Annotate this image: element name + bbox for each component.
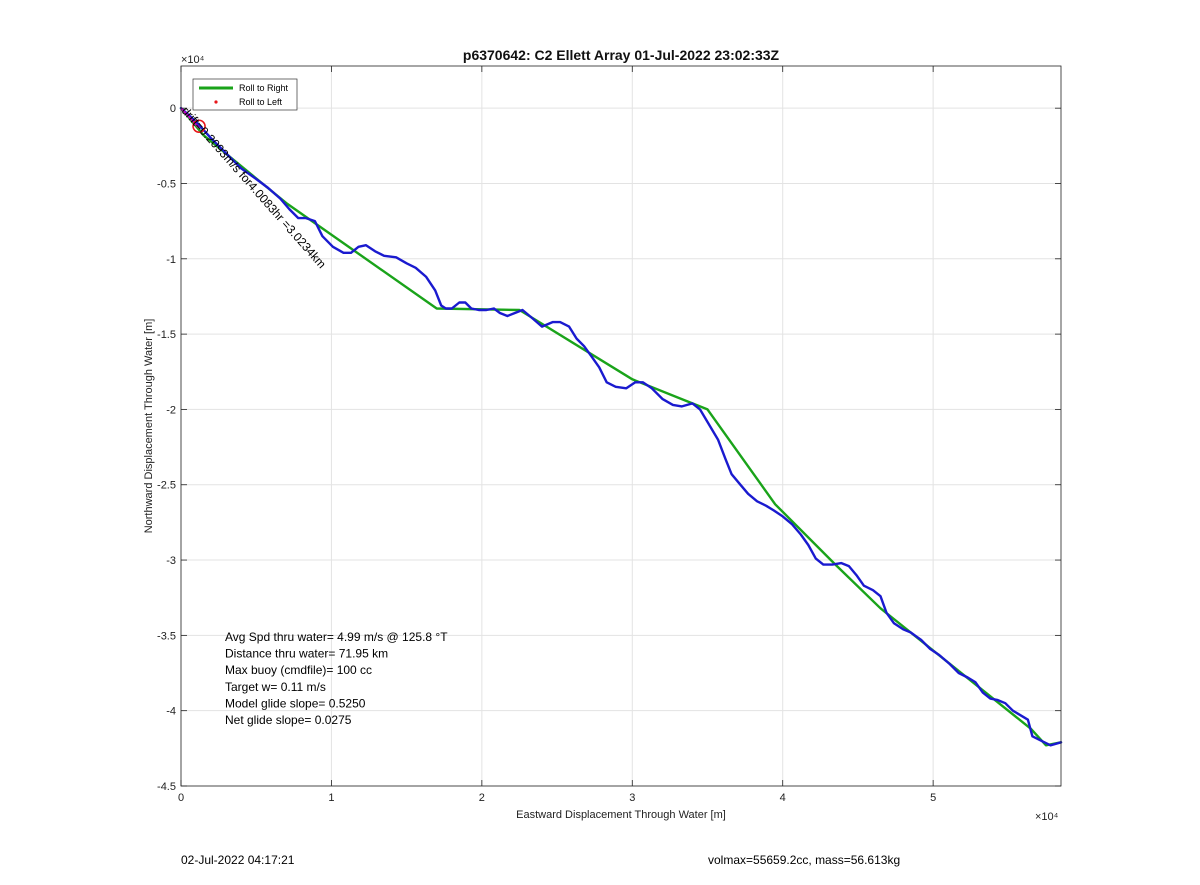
y-tick-label: -3 — [166, 555, 176, 567]
x-tick-label: 5 — [930, 792, 936, 804]
series-layer — [179, 107, 1063, 747]
x-axis-label: Eastward Displacement Through Water [m] — [516, 809, 726, 821]
y-tick-label: -1.5 — [157, 329, 176, 341]
chart-title: p6370642: C2 Ellett Array 01-Jul-2022 23… — [463, 47, 780, 63]
grid-lines — [180, 66, 1061, 787]
x-tick-label: 2 — [479, 792, 485, 804]
stats-annotations: Avg Spd thru water= 4.99 m/s @ 125.8 °T … — [225, 630, 448, 727]
plot-frame — [180, 65, 1062, 787]
y-axis-label: Northward Displacement Through Water [m] — [143, 319, 155, 534]
annotation-target-w: Target w= 0.11 m/s — [225, 680, 326, 694]
legend-label-roll-right: Roll to Right — [239, 83, 289, 93]
start-segment — [180, 107, 200, 129]
series-track — [179, 107, 1063, 747]
legend-box — [192, 78, 298, 111]
x-tick-label: 0 — [178, 792, 184, 804]
y-tick-label: -2 — [166, 404, 176, 416]
annotation-distance: Distance thru water= 71.95 km — [225, 647, 388, 661]
y-tick-label: -2.5 — [157, 480, 176, 492]
footer-timestamp: 02-Jul-2022 04:17:21 — [181, 853, 295, 867]
legend-swatch-roll-left — [214, 100, 218, 104]
annotation-net-glide: Net glide slope= 0.0275 — [225, 713, 352, 727]
drift-annotation: drift=0.2093m/s for4.0083hr =3.0234km — [179, 104, 329, 271]
x-tick-label: 4 — [780, 792, 786, 804]
x-axis-exponent: ×10⁴ — [1035, 811, 1059, 823]
annotation-avg-speed: Avg Spd thru water= 4.99 m/s @ 125.8 °T — [225, 630, 448, 644]
y-tick-label: -4 — [166, 706, 176, 718]
y-tick-label: 0 — [170, 103, 176, 115]
tick-layer: 0 1 2 3 4 5 0 -0.5 -1 -1.5 -2 -2.5 -3 -3.5 -4 -4.5 — [157, 66, 1061, 804]
x-tick-label: 1 — [328, 792, 334, 804]
start-markers — [180, 107, 206, 134]
annotation-model-glide: Model glide slope= 0.5250 — [225, 696, 366, 710]
legend: Roll to Right Roll to Left — [192, 78, 298, 111]
y-tick-label: -1 — [166, 254, 176, 266]
annotation-max-buoy: Max buoy (cmdfile)= 100 cc — [225, 663, 372, 677]
y-axis-exponent: ×10⁴ — [181, 54, 205, 66]
y-tick-label: -0.5 — [157, 178, 176, 190]
y-tick-label: -4.5 — [157, 781, 176, 793]
start-circle-marker — [192, 119, 206, 134]
y-tick-label: -3.5 — [157, 630, 176, 642]
legend-label-roll-left: Roll to Left — [239, 97, 283, 107]
footer-summary: volmax=55659.2cc, mass=56.613kg — [708, 853, 901, 867]
x-tick-label: 3 — [629, 792, 635, 804]
